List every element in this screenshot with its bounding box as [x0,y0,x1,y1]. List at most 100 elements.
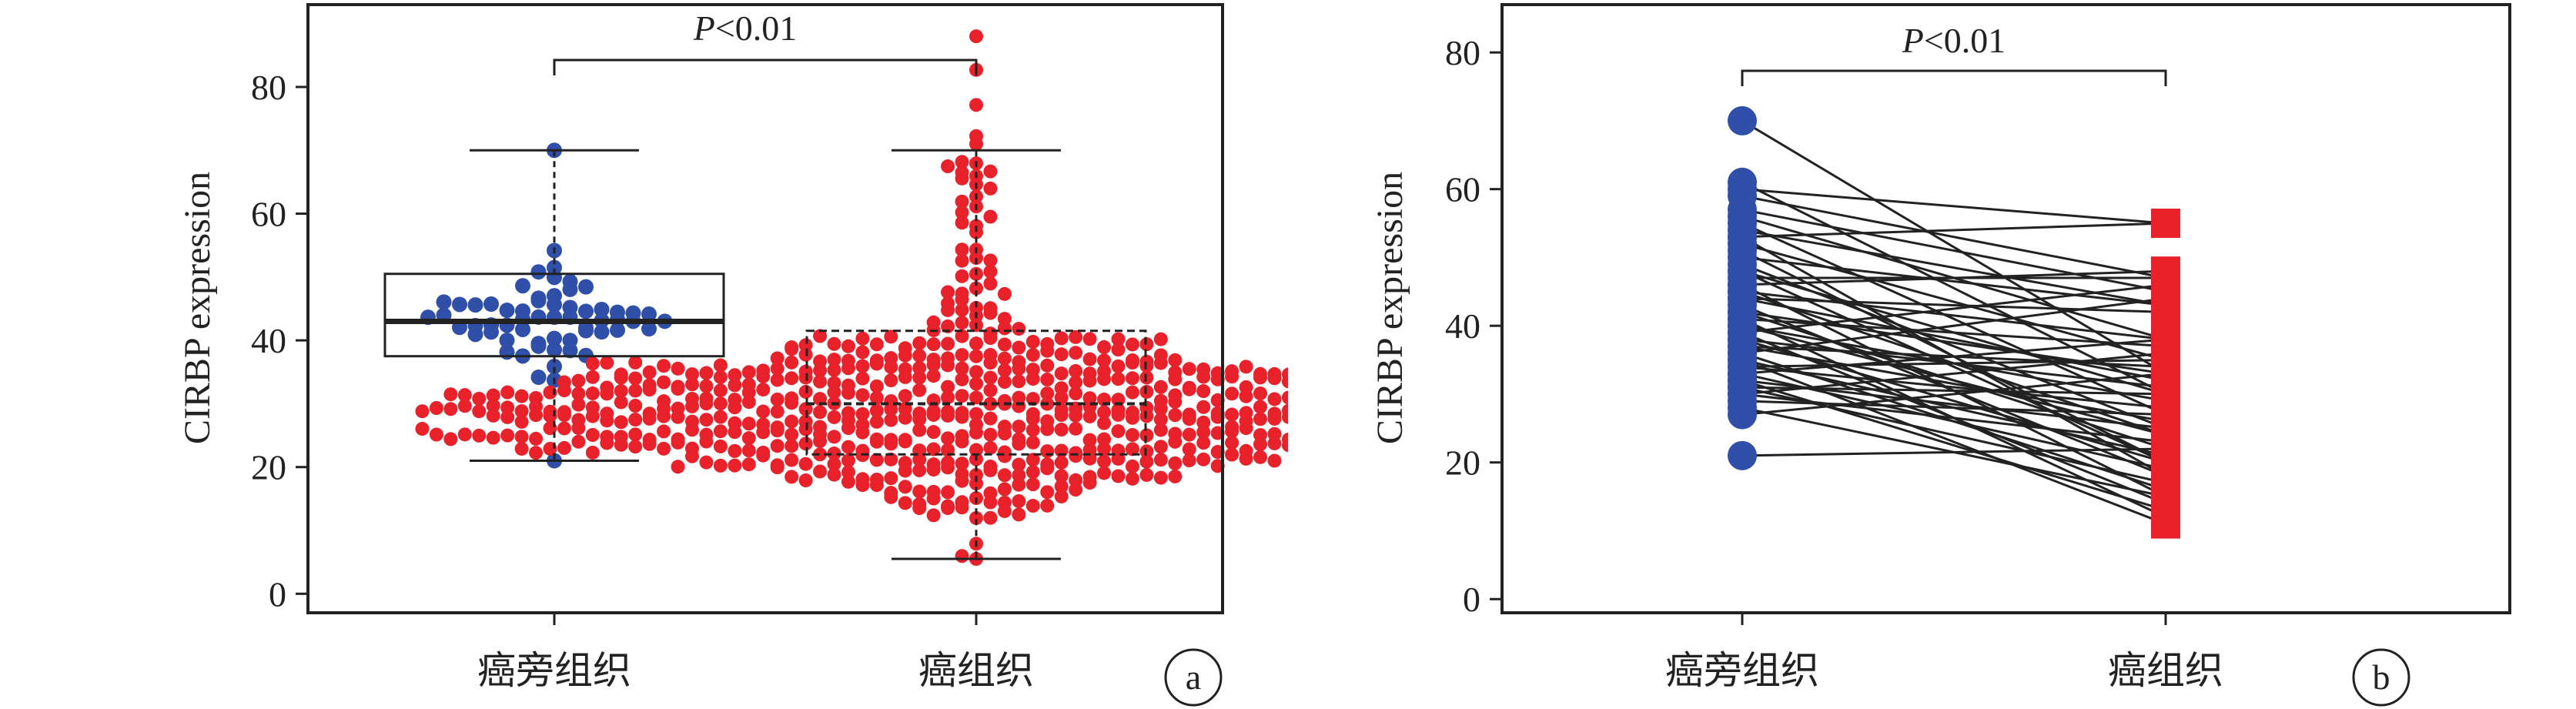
tumor-tissue-point [2151,461,2180,491]
tumor-tissue-point [2151,256,2180,286]
data-point [955,549,969,564]
data-point [1069,421,1083,436]
data-point [955,434,969,449]
data-point [1082,352,1097,366]
y-axis: 0 20 40 60 80 [251,68,308,614]
data-point [912,501,927,516]
panel-label-b: b [2352,648,2410,707]
data-point [1168,353,1183,367]
data-point [1125,356,1139,370]
data-point [983,427,998,442]
data-point [699,366,714,380]
data-point [1069,449,1083,463]
data-point [547,342,562,358]
data-point [785,396,799,410]
data-point [642,436,657,451]
adjacent-tissue-point [1728,276,1757,306]
data-point [756,383,771,397]
adjacent-tissue-point [1728,222,1757,252]
data-point [530,264,547,280]
data-point [1225,370,1239,384]
data-point [1082,332,1097,346]
data-point [1069,483,1083,497]
data-point [1111,343,1126,357]
data-point [798,402,813,416]
data-point [827,457,841,471]
data-point [1012,507,1026,522]
data-point [955,303,969,317]
data-point [969,477,983,491]
data-point [741,443,756,458]
data-point [983,440,998,455]
data-point [1168,372,1183,386]
data-point [955,372,969,386]
data-point [1054,408,1069,423]
data-point [969,376,983,391]
data-point [941,285,955,299]
data-point [855,359,870,373]
x-axis: 癌旁组织 癌组织 [1665,613,2223,692]
data-point [869,390,884,405]
data-point [912,360,927,375]
data-point [1069,408,1083,423]
data-point [1153,453,1168,467]
data-point [983,356,998,370]
data-point [912,349,927,363]
data-point [415,404,430,419]
data-point [926,508,941,523]
data-point [529,431,544,446]
data-point [969,98,983,112]
data-point [657,375,671,390]
data-point [898,434,912,449]
data-point [855,371,870,386]
data-point [983,411,998,426]
data-point [969,225,983,239]
data-point [514,430,529,444]
data-point [628,383,643,398]
data-point [1182,412,1196,426]
data-point [1054,469,1069,483]
data-point [1153,401,1168,416]
data-point [1054,479,1069,493]
data-point [600,356,614,370]
data-point [869,356,884,371]
data-point [1040,373,1055,387]
data-point [785,414,799,429]
data-point [578,279,594,295]
data-point [955,292,969,306]
y-axis: 0 20 40 60 80 [1445,33,1502,619]
data-point [1082,373,1097,388]
data-point [1168,408,1183,423]
data-point [955,329,969,343]
data-point [841,361,855,376]
data-point [827,430,841,444]
data-point [1253,370,1267,385]
data-point [699,413,714,427]
data-point [585,428,600,443]
data-point [1069,386,1083,401]
data-point [486,388,500,403]
data-point [713,396,728,411]
data-point [941,358,955,373]
x-tick-label: 癌旁组织 [477,649,631,692]
data-point [500,428,515,443]
data-point [585,370,600,384]
data-point [741,385,756,400]
data-point [798,473,813,488]
y-tick-label: 40 [1445,306,1480,346]
data-point [1225,436,1239,450]
data-point [955,155,969,169]
pair-line [1741,283,2166,334]
data-point [941,303,955,317]
y-tick-label: 80 [251,68,286,107]
data-point [983,181,998,196]
data-point [983,276,998,291]
data-point [641,306,657,323]
data-point [1225,407,1239,422]
data-point [628,440,643,454]
data-point [926,407,941,422]
pair-line [1741,236,2166,477]
data-point [898,496,912,510]
data-point [1040,498,1055,513]
data-point [657,441,671,456]
